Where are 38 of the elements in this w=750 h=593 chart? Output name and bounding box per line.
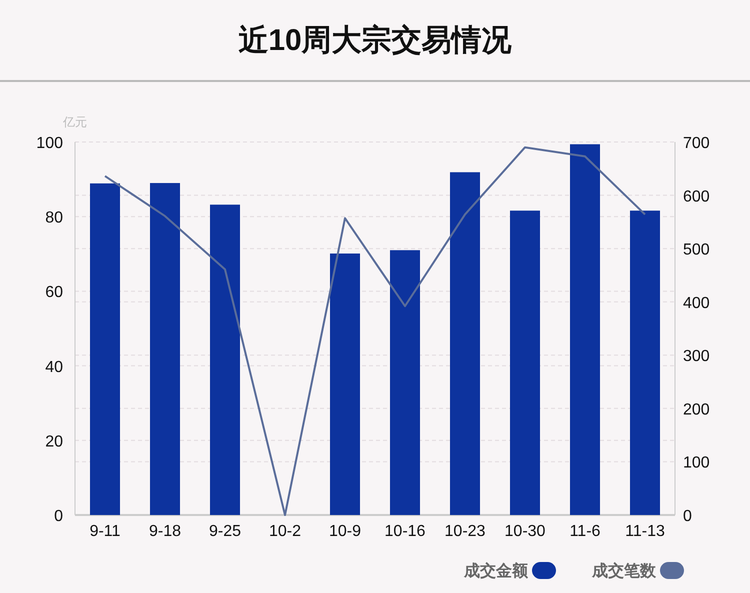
y-tick-label: 60 <box>45 284 64 302</box>
line-series <box>104 146 646 516</box>
bar <box>510 210 540 515</box>
bar <box>90 183 120 515</box>
y-tick-label: 20 <box>45 433 64 450</box>
bar <box>210 204 240 515</box>
x-tick-label: 11-6 <box>570 523 601 540</box>
y2-tick-label: 600 <box>683 188 710 206</box>
y2-tick-label: 500 <box>683 242 710 259</box>
y2-tick-label: 400 <box>683 294 710 312</box>
y2-tick-label: 100 <box>683 454 710 472</box>
legend-label: 成交金额 <box>463 561 529 580</box>
y2-tick-label: 200 <box>683 401 710 418</box>
legend-label: 成交笔数 <box>591 561 657 580</box>
y2-tick-label: 700 <box>683 135 710 152</box>
x-tick-label: 9-25 <box>208 523 242 540</box>
text: 亿元 <box>62 115 87 129</box>
y-tick-label: 100 <box>36 135 64 152</box>
y2-tick-label: 0 <box>683 508 692 525</box>
bar <box>150 183 180 515</box>
x-tick-label: 10-23 <box>444 523 486 540</box>
y-tick-label: 80 <box>45 210 64 227</box>
bar <box>390 250 420 515</box>
x-tick-label: 10-9 <box>328 523 362 540</box>
bar <box>570 144 600 515</box>
y-tick-label: 40 <box>45 358 64 376</box>
x-tick-label: 9-11 <box>90 523 121 540</box>
y-tick-label: 0 <box>54 508 64 525</box>
bar <box>330 254 360 515</box>
x-tick-label: 11-13 <box>625 523 665 540</box>
y2-tick-label: 300 <box>683 348 710 366</box>
bar <box>450 172 480 515</box>
bar <box>630 210 660 515</box>
chart-title: 近10周大宗交易情况 <box>238 23 513 57</box>
x-tick-label: 10-2 <box>268 523 302 540</box>
x-tick-label: 10-30 <box>504 523 546 540</box>
x-tick-label: 10-16 <box>384 523 426 540</box>
x-tick-label: 9-18 <box>148 523 182 540</box>
